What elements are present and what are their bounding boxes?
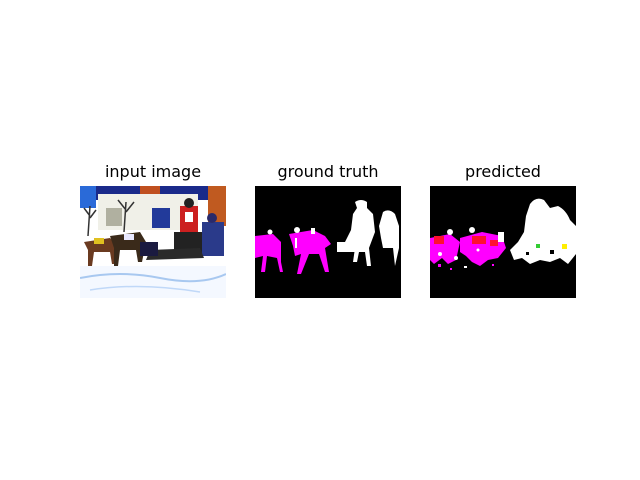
gt-horse-left	[255, 234, 283, 272]
input-image-panel: input image	[80, 160, 226, 298]
predicted-mask	[430, 186, 576, 298]
predicted-title: predicted	[465, 162, 541, 181]
ground-truth-title: ground truth	[277, 162, 379, 181]
input-image-title: input image	[104, 162, 202, 181]
ground-truth-panel: ground truth	[255, 160, 401, 298]
ground-truth-mask	[255, 186, 401, 298]
predicted-panel: predicted	[430, 160, 576, 298]
gt-horse-right	[289, 230, 331, 274]
gt-person-2	[379, 210, 399, 266]
input-image	[80, 186, 226, 298]
